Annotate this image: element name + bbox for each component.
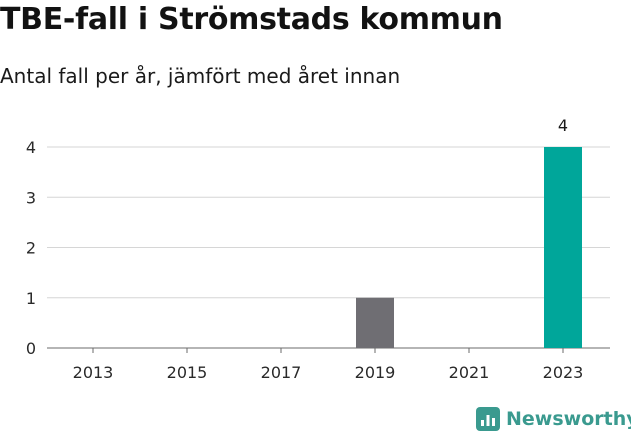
chart-title: TBE-fall i Strömstads kommun [0,2,503,37]
data-label-2023: 4 [558,116,568,135]
newsworthy-brand: Newsworthy [476,407,631,431]
x-tick-label: 2021 [449,363,490,382]
x-tick-label: 2013 [73,363,114,382]
y-tick-label: 4 [26,138,36,157]
labels: 0 1 2 3 4 2013 2015 2017 2019 2021 2023 4 [26,116,584,382]
y-tick-label: 2 [26,239,36,258]
x-tick-label: 2023 [543,363,584,382]
bar-chart-logo-icon [476,407,500,431]
x-tick-label: 2017 [261,363,302,382]
y-tick-label: 0 [26,339,36,358]
x-tick-label: 2015 [167,363,208,382]
y-tick-label: 1 [26,289,36,308]
chart-subtitle: Antal fall per år, jämfört med året inna… [0,64,401,88]
brand-name: Newsworthy [506,408,631,430]
bar-2023 [544,147,582,348]
x-tick-label: 2019 [355,363,396,382]
y-tick-label: 3 [26,188,36,207]
bar-2019 [356,297,394,348]
bars [356,147,582,348]
gridlines [47,146,610,353]
